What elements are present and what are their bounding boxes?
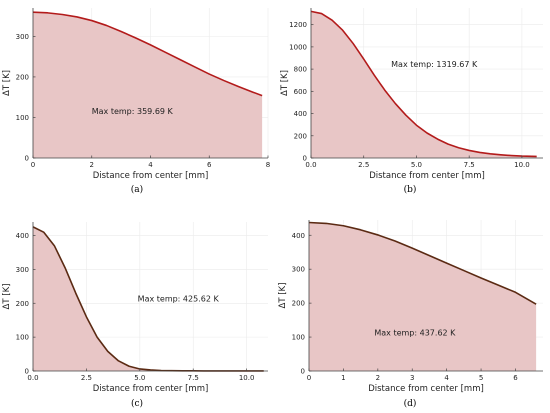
max-temp-annotation: Max temp: 425.62 K	[138, 295, 220, 304]
panel-label: (c)	[131, 398, 143, 409]
y-tick-label: 0	[25, 368, 29, 376]
x-axis-label: Distance from center [mm]	[369, 171, 485, 181]
y-tick-label: 100	[292, 334, 305, 342]
chart-panel-3: 0.0 2.5 5.0 7.5 10.0 0 100 200 300 400 Distance fr…	[2, 222, 268, 409]
area-fill	[309, 222, 537, 371]
y-tick-label: 800	[294, 66, 307, 74]
x-axis-label: Distance from center [mm]	[93, 171, 209, 181]
x-tick-label: 8	[266, 161, 270, 169]
chart-panel-1: 0 2 4 6 8 0 100 200 300 Distance from center [mm]…	[2, 8, 270, 195]
x-tick-label: 7.5	[464, 161, 475, 169]
x-tick-label: 5	[479, 374, 483, 382]
y-axis-label: ΔT [K]	[278, 283, 288, 309]
series-line	[32, 11, 263, 97]
x-tick-label: 5.0	[411, 161, 422, 169]
x-tick-label: 6	[207, 161, 212, 169]
panel-label: (a)	[131, 184, 143, 195]
area-fill	[33, 226, 264, 371]
y-tick-label: 0	[301, 368, 305, 376]
x-tick-label: 5.0	[134, 374, 145, 382]
y-axis-label: ΔT [K]	[2, 70, 12, 96]
x-tick-label: 0.0	[305, 161, 316, 169]
x-tick-label: 4	[444, 374, 449, 382]
x-tick-label: 6	[513, 374, 518, 382]
x-tick-label: 0	[307, 374, 311, 382]
x-axis-label: Distance from center [mm]	[93, 384, 209, 394]
panel-label: (d)	[404, 398, 417, 409]
y-tick-label: 300	[16, 266, 29, 274]
area-fill	[311, 11, 537, 159]
y-tick-label: 100	[16, 334, 29, 342]
y-tick-label: 100	[16, 114, 29, 122]
y-tick-label: 200	[16, 73, 29, 81]
y-tick-label: 400	[292, 232, 305, 240]
x-tick-label: 2	[90, 161, 94, 169]
y-tick-label: 400	[16, 232, 29, 240]
series-line	[308, 221, 537, 305]
x-tick-label: 10.0	[239, 374, 255, 382]
y-tick-label: 200	[294, 132, 307, 140]
y-tick-label: 0	[303, 155, 307, 163]
x-tick-label: 1	[341, 374, 345, 382]
y-tick-label: 200	[16, 300, 29, 308]
panel-label: (b)	[404, 184, 417, 195]
x-tick-label: 0.0	[27, 374, 38, 382]
y-tick-label: 0	[25, 155, 29, 163]
y-tick-label: 400	[294, 110, 307, 118]
x-tick-label: 2.5	[81, 374, 92, 382]
chart-panel-4: 0 1 2 3 4 5 6 0 100 200 300 400 Distance from center…	[278, 220, 543, 409]
x-tick-label: 10.0	[514, 161, 530, 169]
max-temp-annotation: Max temp: 1319.67 K	[391, 60, 478, 69]
max-temp-annotation: Max temp: 359.69 K	[92, 107, 174, 116]
x-tick-label: 7.5	[188, 374, 199, 382]
y-tick-label: 300	[16, 33, 29, 41]
y-tick-label: 200	[292, 300, 305, 308]
x-tick-label: 2	[376, 374, 380, 382]
area-fill	[33, 12, 263, 159]
x-tick-label: 2.5	[358, 161, 369, 169]
x-tick-label: 3	[410, 374, 414, 382]
y-tick-label: 600	[294, 88, 307, 96]
series-line	[310, 10, 537, 158]
y-tick-label: 1200	[289, 21, 307, 29]
y-axis-label: ΔT [K]	[280, 70, 290, 96]
y-axis-label: ΔT [K]	[2, 284, 12, 310]
chart-panel-2: 0.0 2.5 5.0 7.5 10.0 0 200 400 600 800 1000 1200 Dis…	[280, 8, 543, 195]
x-tick-label: 0	[31, 161, 35, 169]
y-tick-label: 300	[292, 266, 305, 274]
y-tick-label: 1000	[289, 43, 307, 51]
x-tick-label: 4	[148, 161, 153, 169]
x-axis-label: Distance from center [mm]	[368, 384, 484, 394]
max-temp-annotation: Max temp: 437.62 K	[374, 328, 456, 337]
